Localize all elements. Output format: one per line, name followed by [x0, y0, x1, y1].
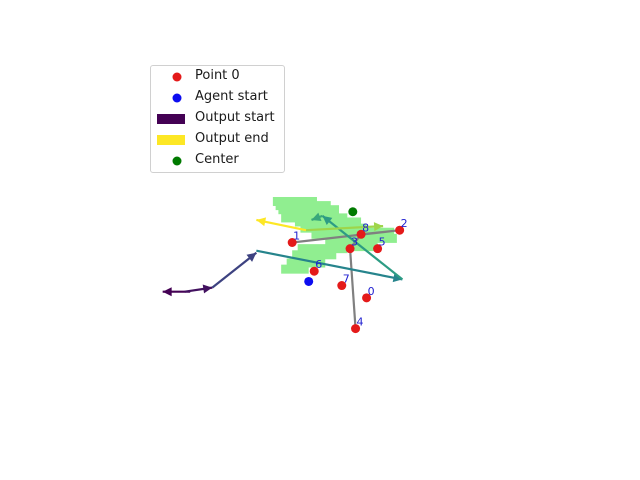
- point-label-5: 5: [379, 236, 386, 249]
- point-label-3: 3: [351, 236, 358, 249]
- region-cell: [278, 205, 340, 215]
- output-arrow-head: [256, 217, 267, 227]
- region-cell: [339, 242, 378, 252]
- legend-label: Agent start: [195, 89, 268, 104]
- point-0: [362, 293, 372, 303]
- points-layer: 0 1 2 3 4 5 6 7 8: [287, 207, 408, 334]
- output-arrow-head: [162, 287, 172, 297]
- region-cell: [325, 235, 375, 245]
- region-cell: [311, 229, 373, 239]
- point-5: [373, 244, 383, 254]
- output-arrows: [162, 212, 404, 297]
- legend-item-output-start: Output start: [151, 108, 286, 129]
- point-3: [345, 244, 355, 254]
- output-arrow: [321, 214, 404, 281]
- legend-label: Output end: [195, 131, 269, 146]
- legend-label: Center: [195, 152, 239, 167]
- legend-marker-red: [172, 72, 182, 82]
- point-1: [287, 238, 297, 247]
- point-8: [356, 229, 366, 239]
- legend-marker-green: [172, 156, 182, 166]
- legend-marker-blue: [172, 93, 182, 103]
- point-label-1: 1: [293, 230, 300, 243]
- legend: Point 0 Agent start Output start Output …: [150, 65, 285, 173]
- point-label-8: 8: [362, 221, 369, 234]
- point-4: [351, 324, 361, 334]
- output-arrow-head: [311, 212, 322, 222]
- center-marker: [348, 207, 358, 217]
- region-cell: [286, 258, 326, 268]
- output-arrow: [305, 225, 384, 232]
- legend-item-agent-start: Agent start: [151, 87, 286, 108]
- point-label-4: 4: [357, 316, 364, 329]
- region-cell: [297, 244, 348, 254]
- legend-item-output-end: Output end: [151, 129, 286, 150]
- point-6: [309, 266, 319, 276]
- output-arrow-head: [392, 273, 403, 283]
- agent-start-marker: [304, 276, 314, 286]
- output-arrow: [256, 249, 403, 281]
- output-arrow-head: [202, 284, 213, 294]
- output-arrow: [211, 251, 258, 289]
- legend-patch-purple: [157, 114, 185, 124]
- legend-item-point-0: Point 0: [151, 66, 286, 87]
- point-label-2: 2: [401, 217, 408, 230]
- point-label-7: 7: [343, 273, 350, 286]
- output-arrow-head: [246, 252, 257, 262]
- point-label-6: 6: [315, 258, 322, 271]
- output-arrow-head: [373, 222, 384, 232]
- point-7: [337, 281, 347, 291]
- legend-label: Output start: [195, 110, 275, 125]
- region-cell: [344, 227, 395, 237]
- region-cell: [281, 264, 309, 274]
- point-2: [395, 225, 405, 235]
- point-label-0: 0: [368, 285, 375, 298]
- region-cell: [358, 233, 397, 243]
- output-arrow-head: [322, 215, 333, 225]
- legend-patch-yellow: [157, 135, 185, 145]
- region-cell: [292, 250, 337, 260]
- legend-label: Point 0: [195, 68, 240, 83]
- legend-item-center: Center: [151, 150, 286, 171]
